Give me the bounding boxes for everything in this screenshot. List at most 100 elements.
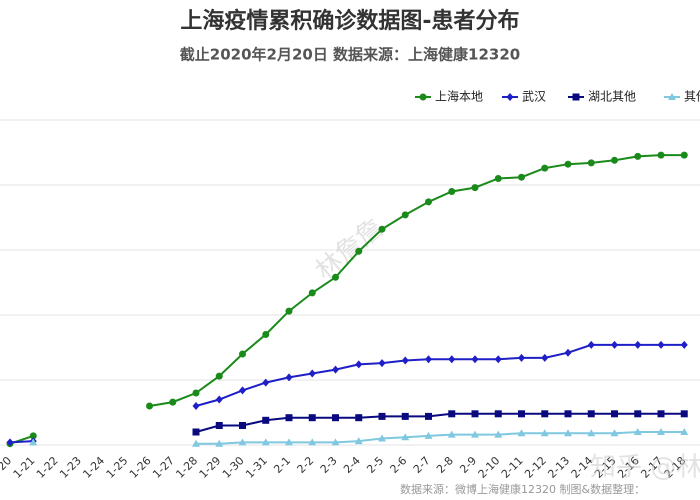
x-tick-label: 1-29 (197, 454, 224, 481)
x-tick-label: 2-2 (295, 454, 317, 476)
point (448, 410, 456, 418)
point (215, 395, 223, 404)
point (378, 225, 386, 233)
x-tick-label: 1-30 (220, 454, 247, 481)
legend-label: 上海本地 (435, 89, 483, 104)
point (332, 273, 339, 281)
point (401, 433, 410, 441)
point (238, 438, 247, 446)
point (587, 340, 595, 349)
point (378, 359, 386, 368)
point (634, 152, 642, 160)
point (215, 372, 223, 380)
point (680, 151, 688, 159)
x-tick-label: 1-31 (243, 454, 270, 481)
x-tick-label: 2-1 (271, 454, 293, 476)
point (354, 437, 363, 445)
x-tick-label: 1-27 (150, 454, 177, 481)
point (331, 438, 340, 446)
x-tick-label: 2-8 (434, 454, 456, 476)
point (680, 410, 688, 418)
point (564, 410, 572, 418)
chart-title: 上海疫情累积确诊数据图-患者分布 (180, 8, 519, 34)
legend-marker (506, 93, 514, 101)
x-tick-label: 2-5 (364, 454, 386, 476)
point (378, 412, 386, 420)
point (657, 151, 665, 159)
point (540, 429, 549, 437)
point (541, 353, 549, 362)
point (308, 414, 316, 422)
series-line (195, 412, 685, 433)
legend-marker (419, 93, 427, 101)
point (518, 353, 525, 362)
x-tick-label: 2-4 (341, 454, 363, 476)
point (192, 428, 200, 436)
point (541, 164, 549, 172)
x-tick-label: 1-25 (104, 454, 131, 481)
point (29, 432, 37, 440)
point (657, 428, 665, 435)
point (285, 414, 293, 422)
point (262, 378, 270, 387)
x-tick-label: 1-26 (127, 454, 154, 481)
point (680, 340, 688, 349)
point (518, 410, 525, 418)
point (239, 386, 246, 395)
point (308, 438, 317, 446)
point (355, 414, 363, 422)
point (29, 438, 38, 446)
point (215, 439, 224, 447)
point (215, 422, 223, 429)
point (192, 439, 200, 447)
legend-marker (572, 93, 580, 101)
point (587, 159, 595, 167)
point (611, 156, 618, 164)
point (261, 438, 270, 446)
point (494, 430, 503, 438)
x-tick-label: 1-24 (80, 454, 107, 481)
point (425, 355, 432, 364)
point (401, 211, 409, 219)
series-line (9, 343, 685, 444)
point (680, 428, 689, 435)
point (587, 429, 596, 437)
point (634, 340, 642, 349)
point (285, 373, 293, 382)
point (657, 410, 665, 418)
point (471, 184, 479, 192)
x-tick-label: 1-21 (11, 454, 38, 481)
point (564, 348, 572, 357)
point (564, 160, 572, 168)
x-tick-label: 1-23 (57, 454, 84, 481)
legend-marker (668, 93, 676, 100)
point (6, 438, 14, 447)
point (169, 398, 177, 406)
watermark: 知乎 @林詹詹 (590, 453, 700, 483)
point (378, 434, 386, 442)
x-tick-label: 2-6 (388, 454, 410, 476)
x-tick-label: 1-20 (0, 454, 14, 481)
point (611, 410, 618, 418)
x-tick-label: 2-3 (318, 454, 340, 476)
point (192, 402, 200, 410)
point (471, 355, 479, 364)
legend-label: 湖北其他 (588, 89, 636, 104)
point (425, 412, 432, 420)
point (424, 431, 433, 439)
point (308, 369, 316, 378)
point (262, 331, 270, 338)
point (285, 438, 293, 446)
point (146, 402, 153, 410)
series-line (196, 431, 685, 445)
point (471, 430, 479, 438)
chart-subtitle: 截止2020年2月20日 数据来源：上海健康12320 (180, 46, 520, 64)
series-line (9, 154, 685, 445)
x-tick-label: 2-7 (411, 454, 433, 476)
x-tick-label: 2-10 (476, 454, 503, 481)
x-tick-label: 2-11 (499, 454, 526, 481)
point (610, 429, 619, 437)
point (634, 410, 642, 418)
point (564, 429, 572, 437)
point (587, 410, 595, 418)
